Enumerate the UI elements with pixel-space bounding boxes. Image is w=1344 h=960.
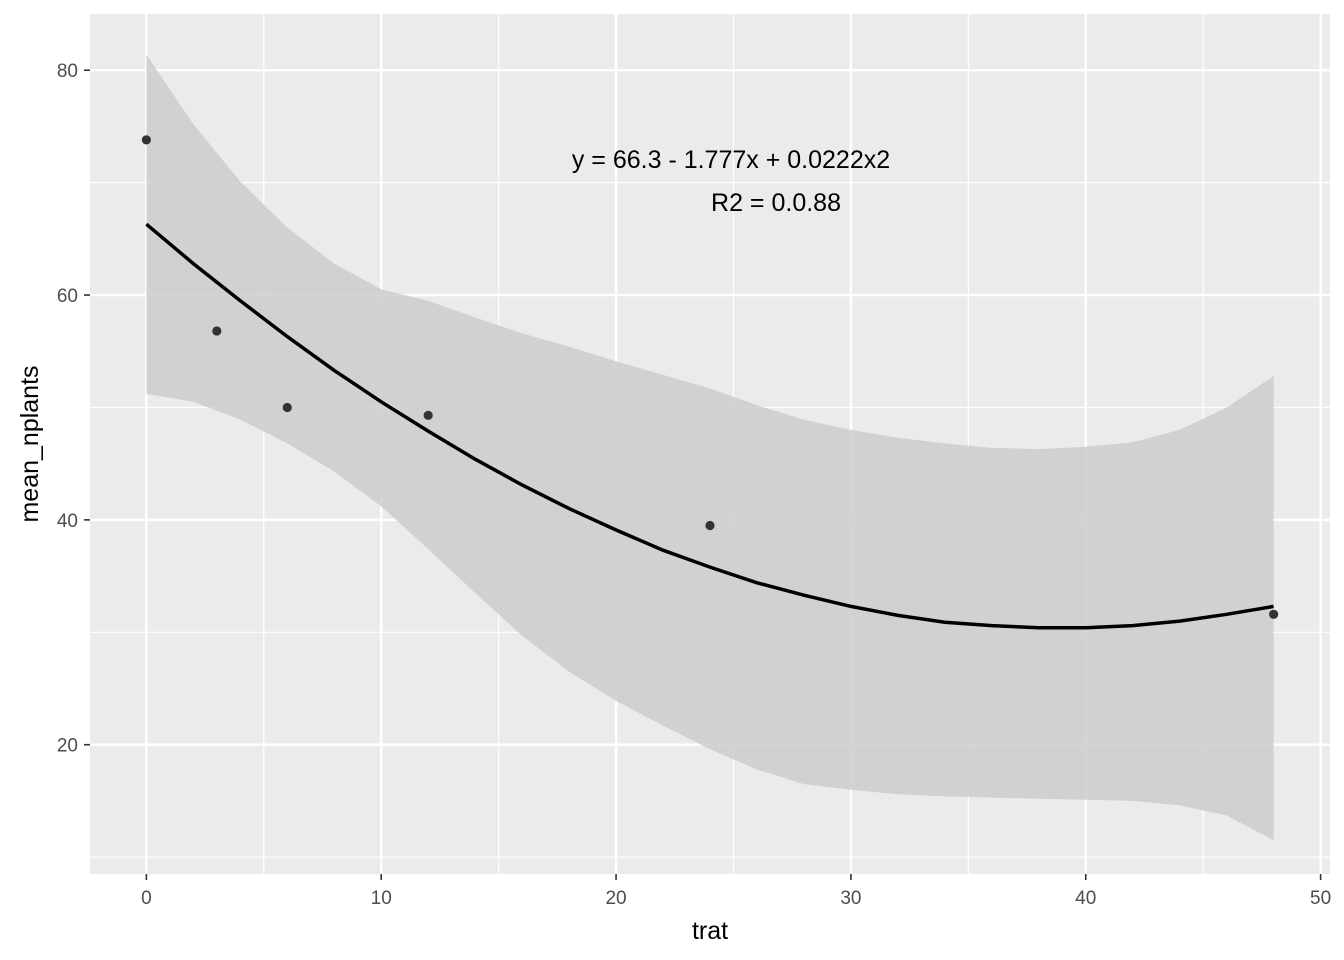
confidence-ribbon [146, 54, 1274, 841]
y-tick-label: 40 [57, 511, 78, 532]
data-point [141, 135, 151, 145]
r2-annotation: R2 = 0.0.88 [711, 189, 841, 217]
fit-line [145, 222, 1274, 630]
y-axis-ticks: 20 40 60 80 [57, 61, 90, 757]
data-point [705, 520, 715, 531]
equation-annotation: y = 66.3 - 1.777x + 0.0222x2 [572, 146, 890, 174]
x-tick-label: 0 [141, 888, 152, 909]
data-point [423, 410, 433, 420]
x-tick-label: 40 [1075, 888, 1096, 909]
x-axis-ticks: 0 10 20 30 40 50 [141, 874, 1331, 909]
x-axis-title: trat [692, 917, 728, 945]
data-point [1269, 609, 1279, 619]
x-tick-label: 10 [371, 888, 392, 909]
y-tick-label: 60 [57, 286, 78, 307]
x-tick-label: 30 [840, 888, 861, 909]
data-point [212, 326, 222, 336]
x-tick-label: 50 [1310, 888, 1331, 909]
data-point [282, 402, 292, 413]
data-points [141, 135, 1279, 619]
y-tick-label: 80 [57, 61, 78, 82]
y-axis-title: mean_nplants [16, 365, 44, 522]
x-tick-label: 20 [605, 888, 626, 909]
y-tick-label: 20 [57, 736, 78, 757]
